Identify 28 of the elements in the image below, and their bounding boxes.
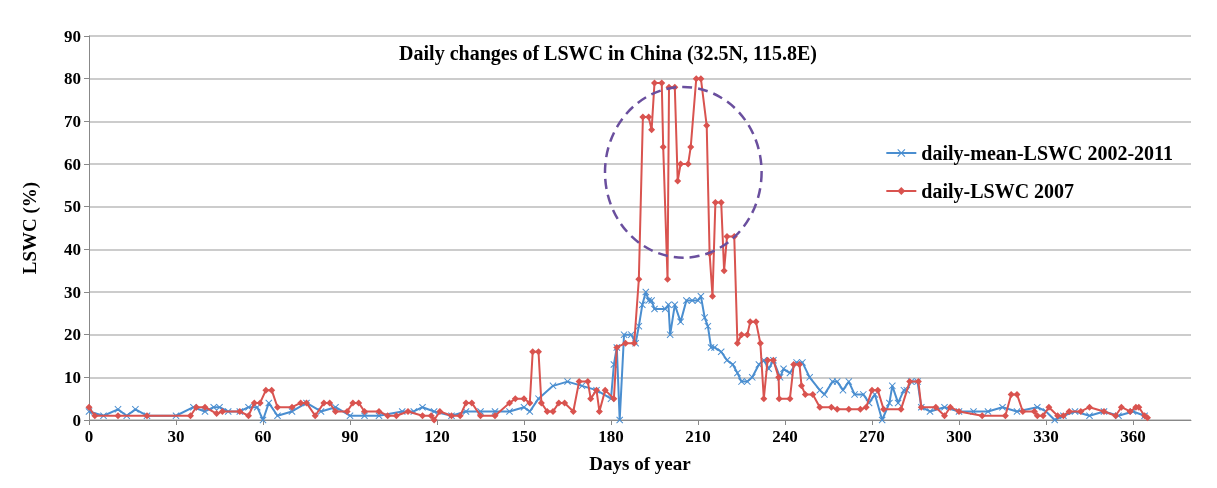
x-tick-label: 360 [1120,427,1146,446]
x-tick-label: 150 [511,427,537,446]
x-tick-label: 300 [946,427,972,446]
x-tick-label: 0 [84,427,94,446]
y-tick-label: 30 [64,282,81,302]
chart-title: Daily changes of LSWC in China (32.5N, 115.8E) [399,42,817,65]
x-tick-label: 270 [859,427,885,446]
x-tick-label: 210 [685,427,711,446]
y-tick-label: 40 [64,239,81,259]
x-tick-label: 240 [772,427,798,446]
y-tick-label: 90 [64,26,81,46]
legend-label: daily-LSWC 2007 [921,180,1075,203]
y-tick-label: 50 [64,197,81,217]
x-tick-label: 90 [341,427,359,446]
legend-label: daily-mean-LSWC 2002-2011 [921,142,1174,165]
x-tick-label: 330 [1033,427,1059,446]
y-tick-label: 20 [64,325,81,345]
x-axis-title: Days of year [589,453,692,474]
y-tick-label: 60 [64,154,81,174]
y-tick-label: 70 [64,111,81,131]
x-tick-label: 30 [167,427,185,446]
y-tick-label: 0 [72,410,81,430]
x-tick-label: 60 [254,427,272,446]
x-tick-label: 120 [424,427,450,446]
y-tick-label: 80 [64,69,81,89]
x-tick-label: 180 [598,427,624,446]
y-axis-title: LSWC (%) [19,181,41,275]
y-tick-label: 10 [64,367,81,387]
